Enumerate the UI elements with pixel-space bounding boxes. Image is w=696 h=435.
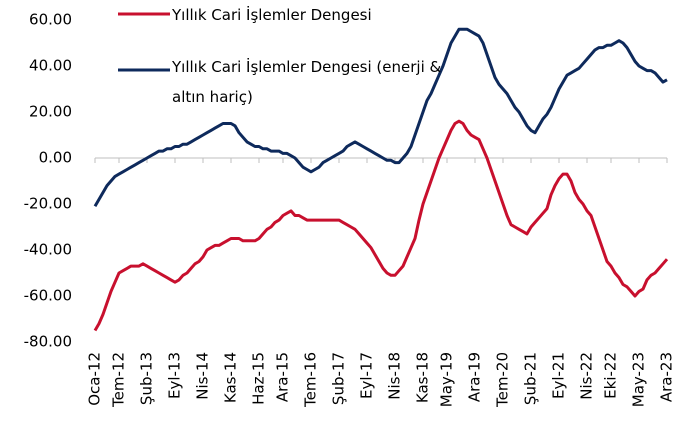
x-tick-label: Nis-14 — [194, 352, 212, 400]
series-line — [93, 119, 669, 332]
x-tick-label: Şub-21 — [522, 352, 540, 405]
x-tick-label: Şub-13 — [138, 352, 156, 405]
x-tick-label: Haz-15 — [250, 352, 268, 405]
x-tick-label: Eki-22 — [602, 352, 620, 399]
y-tick-label: -20.00 — [24, 195, 72, 213]
x-tick-label: Ara-15 — [274, 352, 292, 402]
x-tick-label: Nis-22 — [578, 352, 596, 400]
x-tick-label: Ara-23 — [658, 352, 676, 402]
x-tick-label: Kas-14 — [222, 352, 240, 403]
x-tick-label: May-19 — [438, 352, 456, 407]
x-tick-label: Tem-16 — [302, 352, 320, 408]
x-tick-label: Şub-17 — [330, 352, 348, 405]
x-tick-label: May-23 — [630, 352, 648, 407]
y-tick-label: -40.00 — [24, 241, 72, 259]
y-tick-label: 0.00 — [39, 149, 72, 167]
x-tick-label: Ara-19 — [466, 352, 484, 402]
legend-label: Yıllık Cari İşlemler Dengesi — [172, 6, 372, 24]
x-tick-label: Eyl-17 — [358, 352, 376, 399]
series-line — [93, 27, 668, 208]
y-tick-label: 20.00 — [29, 103, 72, 121]
legend-label: Yıllık Cari İşlemler Dengesi (enerji & a… — [172, 58, 442, 106]
x-tick-label: Eyl-13 — [166, 352, 184, 399]
y-tick-label: 60.00 — [29, 11, 72, 29]
x-tick-label: Tem-12 — [110, 352, 128, 408]
x-tick-label: Tem-20 — [494, 352, 512, 408]
x-tick-label: Oca-12 — [86, 352, 104, 406]
x-tick-label: Kas-18 — [414, 352, 432, 403]
y-tick-label: 40.00 — [29, 57, 72, 75]
x-tick-label: Eyl-21 — [550, 352, 568, 399]
y-tick-label: -60.00 — [24, 287, 72, 305]
x-tick-label: Nis-18 — [386, 352, 404, 400]
y-tick-label: -80.00 — [24, 333, 72, 351]
